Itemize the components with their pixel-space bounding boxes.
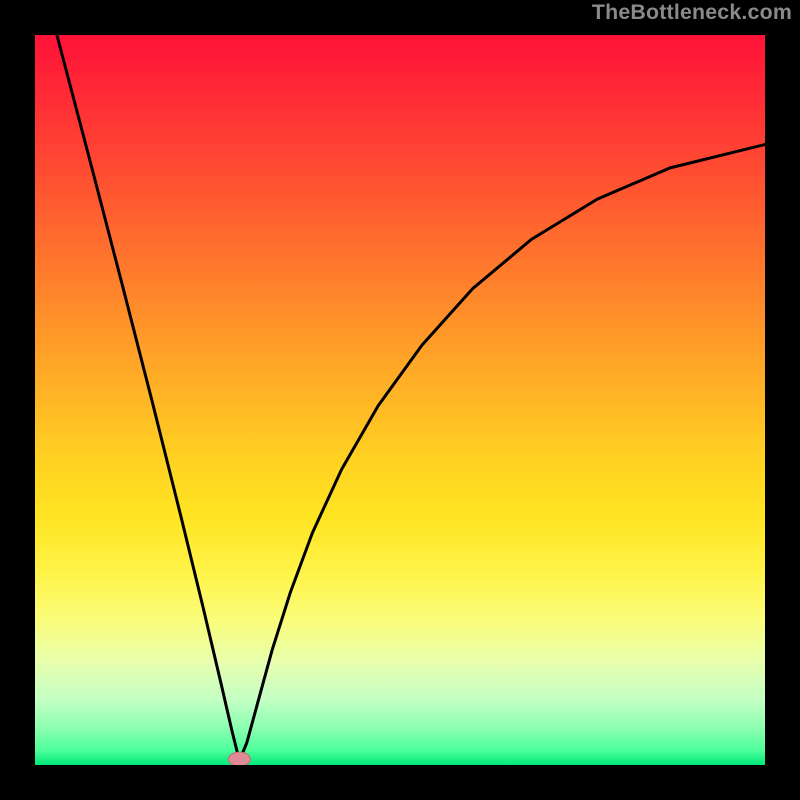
optimal-point-marker (228, 752, 250, 766)
chart-container: TheBottleneck.com (0, 0, 800, 800)
bottleneck-chart (0, 0, 800, 800)
watermark-text: TheBottleneck.com (592, 0, 792, 25)
plot-background (35, 35, 765, 765)
